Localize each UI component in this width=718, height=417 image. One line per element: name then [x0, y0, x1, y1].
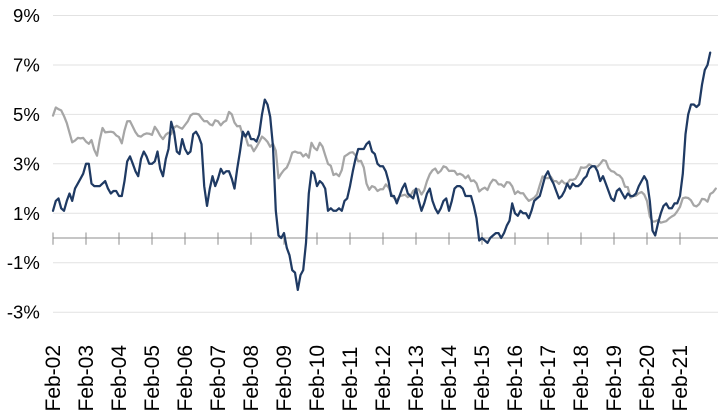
svg-text:Feb-15: Feb-15 [471, 345, 494, 412]
svg-text:-1%: -1% [7, 252, 40, 273]
svg-text:9%: 9% [13, 5, 40, 26]
svg-text:Feb-13: Feb-13 [405, 345, 428, 412]
svg-text:3%: 3% [13, 153, 40, 174]
svg-text:Feb-10: Feb-10 [306, 345, 329, 412]
svg-text:7%: 7% [13, 55, 40, 76]
svg-text:Feb-21: Feb-21 [669, 345, 692, 412]
svg-text:Feb-07: Feb-07 [207, 345, 230, 412]
svg-text:Feb-14: Feb-14 [438, 345, 461, 412]
svg-text:Feb-20: Feb-20 [636, 345, 659, 412]
svg-text:Feb-16: Feb-16 [504, 345, 527, 412]
svg-text:Feb-04: Feb-04 [108, 345, 131, 412]
svg-text:Feb-08: Feb-08 [240, 345, 263, 412]
svg-text:5%: 5% [13, 104, 40, 125]
svg-text:Feb-18: Feb-18 [570, 345, 593, 412]
svg-text:1%: 1% [13, 203, 40, 224]
svg-text:Feb-02: Feb-02 [42, 345, 65, 412]
svg-text:Feb-06: Feb-06 [174, 345, 197, 412]
svg-text:Feb-11: Feb-11 [339, 347, 362, 412]
svg-text:Feb-12: Feb-12 [372, 345, 395, 412]
svg-text:Feb-19: Feb-19 [603, 345, 626, 412]
svg-text:Feb-05: Feb-05 [141, 345, 164, 412]
svg-text:Feb-09: Feb-09 [273, 345, 296, 412]
svg-text:-3%: -3% [7, 302, 40, 323]
svg-text:Feb-17: Feb-17 [537, 345, 560, 412]
svg-text:Feb-03: Feb-03 [75, 345, 98, 412]
